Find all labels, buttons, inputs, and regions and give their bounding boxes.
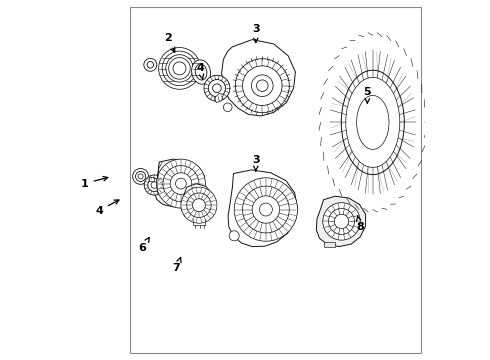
- Circle shape: [243, 186, 289, 233]
- Circle shape: [173, 62, 186, 75]
- Circle shape: [208, 80, 225, 97]
- Text: 5: 5: [364, 87, 371, 103]
- Circle shape: [181, 187, 217, 223]
- Circle shape: [170, 173, 192, 194]
- Text: 4: 4: [95, 200, 119, 216]
- Circle shape: [323, 203, 360, 240]
- Text: 3: 3: [252, 155, 260, 171]
- Polygon shape: [148, 177, 154, 181]
- Polygon shape: [181, 184, 213, 220]
- Circle shape: [257, 80, 268, 91]
- Text: 1: 1: [81, 176, 108, 189]
- Polygon shape: [324, 242, 335, 247]
- Ellipse shape: [195, 64, 207, 80]
- Text: 2: 2: [164, 33, 175, 52]
- Circle shape: [163, 166, 199, 202]
- Circle shape: [175, 178, 186, 189]
- Circle shape: [223, 103, 232, 112]
- Bar: [130, 7, 421, 353]
- Circle shape: [162, 51, 197, 86]
- Circle shape: [147, 62, 153, 68]
- Circle shape: [213, 84, 221, 93]
- Text: 4: 4: [196, 63, 204, 79]
- Ellipse shape: [192, 60, 211, 84]
- Circle shape: [156, 159, 205, 208]
- Circle shape: [151, 182, 157, 188]
- Ellipse shape: [346, 77, 400, 167]
- Text: 7: 7: [173, 257, 181, 273]
- Polygon shape: [228, 170, 297, 247]
- Circle shape: [235, 59, 289, 113]
- Text: 6: 6: [139, 238, 149, 253]
- Circle shape: [334, 214, 349, 229]
- Circle shape: [169, 58, 190, 79]
- Polygon shape: [316, 196, 366, 247]
- Circle shape: [252, 196, 280, 223]
- Circle shape: [251, 75, 273, 96]
- Circle shape: [259, 203, 272, 216]
- Ellipse shape: [357, 95, 389, 149]
- Circle shape: [328, 208, 354, 234]
- Circle shape: [138, 174, 143, 179]
- Circle shape: [229, 231, 239, 241]
- Circle shape: [148, 179, 161, 192]
- Circle shape: [159, 48, 200, 89]
- Circle shape: [166, 55, 193, 82]
- Circle shape: [144, 58, 157, 71]
- Polygon shape: [221, 40, 295, 116]
- Polygon shape: [215, 94, 223, 103]
- Text: 8: 8: [356, 216, 364, 232]
- Circle shape: [144, 175, 164, 195]
- Circle shape: [234, 178, 297, 241]
- Circle shape: [243, 66, 282, 105]
- Ellipse shape: [342, 70, 404, 175]
- Polygon shape: [154, 159, 205, 207]
- Text: 3: 3: [252, 24, 260, 42]
- Circle shape: [193, 199, 205, 212]
- Circle shape: [187, 193, 211, 217]
- Circle shape: [133, 168, 148, 184]
- Circle shape: [136, 171, 146, 181]
- Circle shape: [204, 75, 230, 101]
